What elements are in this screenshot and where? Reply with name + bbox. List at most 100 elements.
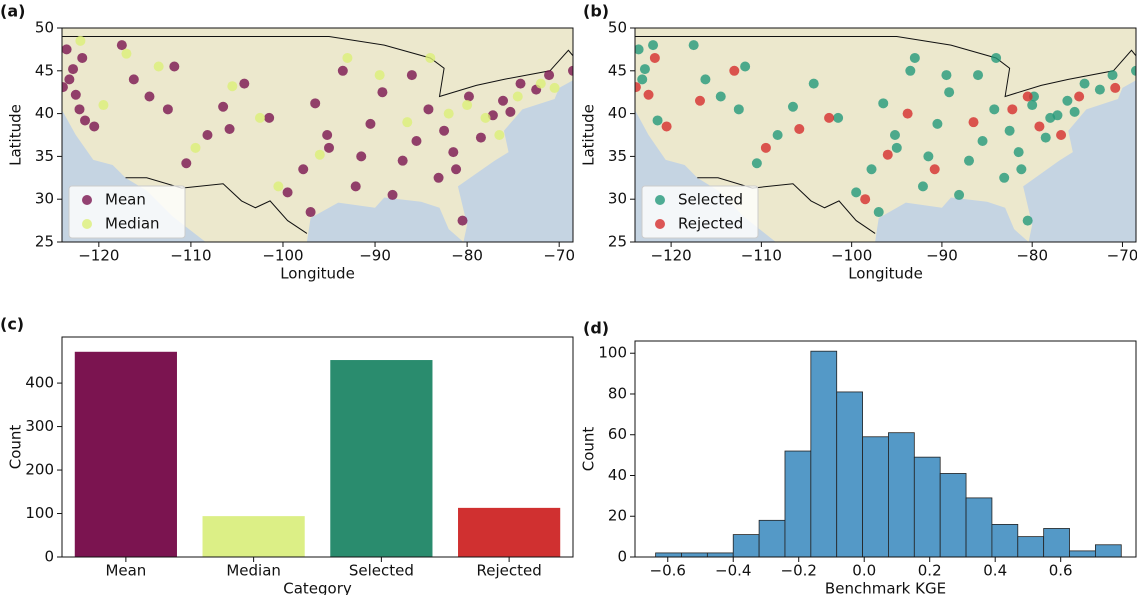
point (505, 106, 516, 117)
point (494, 130, 505, 140)
legend-box (68, 185, 186, 239)
point (443, 108, 454, 119)
point (98, 100, 109, 111)
y-axis-label: Latitude (7, 104, 25, 166)
point (941, 70, 952, 81)
point (1094, 84, 1105, 95)
point (1056, 130, 1067, 140)
point (905, 65, 916, 76)
point (515, 78, 526, 89)
point (715, 91, 726, 102)
point (882, 149, 893, 160)
point (406, 70, 417, 81)
x-tick-label: 0.0 (852, 562, 876, 580)
point (1107, 70, 1118, 81)
legend-label: Mean (105, 191, 146, 209)
point (1079, 78, 1090, 89)
point (190, 142, 201, 153)
point (70, 89, 81, 100)
point (909, 52, 920, 63)
point (463, 91, 474, 102)
x-tick-label: −70 (1107, 247, 1137, 265)
point (549, 82, 560, 93)
point (1013, 147, 1024, 158)
point (891, 142, 902, 153)
y-tick-label: 300 (25, 417, 54, 435)
y-axis-label: Latitude (580, 104, 598, 166)
point (661, 121, 672, 132)
x-tick-label: Median (226, 562, 281, 580)
point (824, 112, 835, 123)
point (733, 104, 744, 115)
point (954, 189, 965, 200)
y-tick-label: 20 (608, 507, 627, 525)
point (808, 78, 819, 89)
axes-frame (634, 27, 1137, 243)
y-tick-label: 45 (608, 61, 627, 79)
y-tick-label: 40 (608, 104, 627, 122)
point (1016, 164, 1027, 175)
histogram-bar (991, 523, 1019, 558)
legend-box (641, 185, 759, 239)
point (202, 130, 213, 140)
y-tick-label: 25 (35, 233, 54, 251)
point (1022, 91, 1033, 102)
point (535, 78, 546, 89)
point (350, 181, 361, 192)
point (356, 151, 367, 162)
histogram-bar (784, 450, 812, 558)
point (688, 40, 699, 51)
legend-marker (82, 195, 92, 205)
y-tick-label: 40 (35, 104, 54, 122)
x-tick-label: −120 (651, 247, 692, 265)
point (964, 155, 974, 166)
point (878, 98, 889, 109)
point (544, 70, 555, 81)
point (1062, 95, 1073, 106)
point (62, 44, 72, 55)
point (851, 187, 862, 198)
histogram-bar (862, 436, 889, 558)
y-tick-label: 100 (598, 344, 627, 362)
point (648, 40, 659, 51)
point (322, 130, 333, 140)
point (342, 52, 353, 63)
x-tick-label: 0.6 (1049, 562, 1073, 580)
x-tick-label: −80 (451, 247, 483, 265)
x-axis-label: Category (283, 580, 352, 595)
point (635, 44, 644, 55)
point (635, 82, 641, 93)
y-tick-label: 0 (44, 548, 54, 566)
point (305, 207, 316, 218)
point (866, 164, 877, 175)
point (991, 52, 1002, 63)
point (932, 118, 943, 129)
x-tick-label: −0.4 (715, 562, 751, 580)
point (80, 115, 91, 126)
y-tick-label: 30 (608, 190, 627, 208)
x-axis-label: Benchmark KGE (825, 580, 946, 595)
point (462, 100, 473, 111)
point (1022, 215, 1033, 226)
x-tick-label: −100 (262, 247, 303, 265)
x-tick-label: −90 (359, 247, 391, 265)
point (902, 108, 913, 119)
point (694, 95, 705, 106)
point (433, 172, 444, 183)
point (74, 104, 85, 115)
histogram-bar (706, 552, 734, 558)
point (153, 61, 164, 72)
axes-frame (634, 340, 1137, 558)
point (397, 155, 408, 166)
histogram-bar (732, 534, 760, 558)
point (977, 135, 988, 146)
bar (202, 516, 305, 557)
y-tick-label: 25 (608, 233, 627, 251)
point (760, 142, 771, 153)
legend-marker (655, 195, 665, 205)
histogram-bar (939, 473, 967, 558)
panel-label: (a) (0, 2, 25, 21)
y-tick-label: 100 (25, 504, 54, 522)
point (387, 189, 398, 200)
panel-label: (c) (0, 315, 24, 334)
